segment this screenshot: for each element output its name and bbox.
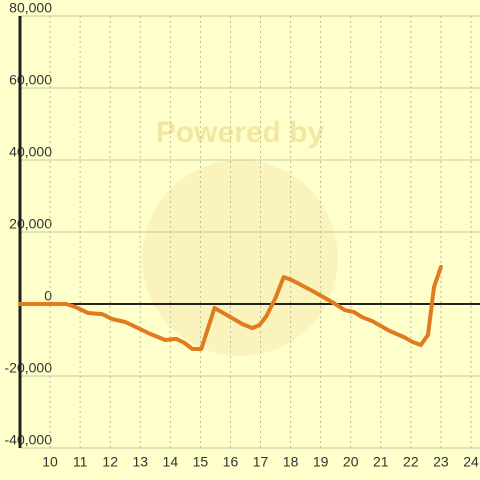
y-tick-label: 20,000 <box>9 216 52 232</box>
x-tick-label: 10 <box>42 454 58 470</box>
x-tick-label: 19 <box>313 454 329 470</box>
x-tick-label: 23 <box>433 454 449 470</box>
watermark-logo <box>142 160 338 356</box>
y-tick-label: 80,000 <box>9 0 52 16</box>
x-tick-label: 15 <box>193 454 209 470</box>
x-tick-label: 20 <box>343 454 359 470</box>
watermark: Powered by <box>156 116 325 149</box>
y-tick-label: 40,000 <box>9 144 52 160</box>
x-tick-label: 13 <box>132 454 148 470</box>
y-tick-label: 60,000 <box>9 72 52 88</box>
y-tick-label: -20,000 <box>5 360 53 376</box>
y-tick-label: -40,000 <box>5 432 53 448</box>
y-tick-label: 0 <box>44 288 52 304</box>
x-tick-label: 16 <box>223 454 239 470</box>
x-tick-label: 12 <box>102 454 118 470</box>
x-tick-label: 22 <box>403 454 419 470</box>
x-tick-label: 11 <box>73 454 88 470</box>
x-tick-label: 17 <box>253 454 269 470</box>
line <box>18 264 443 351</box>
x-tick-label: 24 <box>463 454 479 470</box>
x-tick-label: 14 <box>163 454 179 470</box>
x-tick-label: 21 <box>373 454 389 470</box>
x-tick-label: 18 <box>283 454 299 470</box>
